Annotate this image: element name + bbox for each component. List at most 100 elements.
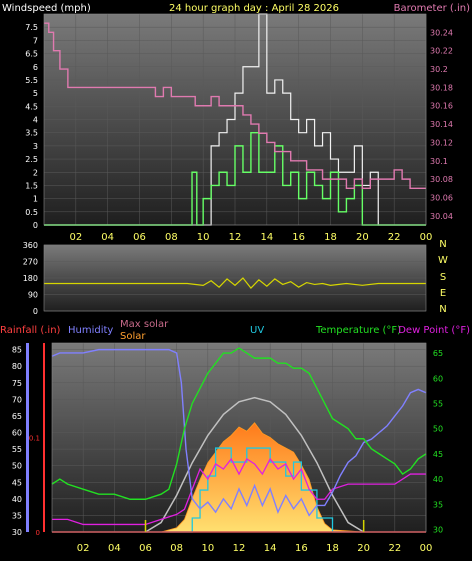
wind-direction-line [44, 277, 426, 289]
barometer-tick-label: 30.22 [430, 47, 453, 56]
wind-plot-axes: 0 0.5 1 1.5 2 2.5 3 3.5 4 4.5 5 5.5 6 6.5 7 7.5 30.04 30.… [25, 13, 453, 243]
humidity-tick-label: 30 [12, 528, 22, 537]
hour-tick-label: 16 [295, 543, 308, 554]
wind-tick-label: 2.5 [25, 155, 38, 164]
humidity-tick-label: 65 [12, 412, 22, 421]
hour-tick-label: 22 [388, 543, 401, 554]
wind-tick-label: 7 [33, 36, 38, 45]
hour-tick-label: 20 [356, 232, 369, 243]
rain-tick-label: 0.1 [29, 435, 40, 443]
wind-tick-label: 2 [33, 168, 38, 177]
hour-tick-label: 04 [108, 543, 121, 554]
temperature-axis-label: Temperature (°F) [315, 325, 401, 336]
hour-tick-label: 06 [139, 543, 152, 554]
humidity-tick-label: 60 [12, 429, 22, 438]
direction-tick-label: 180 [23, 274, 38, 283]
hour-tick-label: 14 [260, 232, 273, 243]
wind-tick-label: 6.5 [25, 50, 38, 59]
temperature-tick-label: 35 [433, 500, 443, 509]
wind-tick-label: 0 [33, 221, 38, 230]
humidity-tick-label: 35 [12, 511, 22, 520]
temperature-tick-label: 65 [433, 349, 443, 358]
humidity-plot-frame [51, 342, 427, 533]
humidity-tick-label: 80 [12, 362, 22, 371]
humidity-line [51, 348, 427, 517]
hour-tick-label: 12 [229, 232, 242, 243]
humidity-tick-label: 50 [12, 462, 22, 471]
hour-tick-label: 00 [420, 232, 433, 243]
hour-tick-label: 18 [326, 543, 339, 554]
compass-label: N [439, 239, 446, 250]
wind-tick-label: 4 [33, 116, 38, 125]
barometer-axis-label: Barometer (.in) [394, 3, 470, 14]
wind-tick-label: 7.5 [25, 23, 38, 32]
barometer-tick-label: 30.16 [430, 102, 453, 111]
uv-line [52, 447, 426, 533]
wind-tick-label: 1 [33, 195, 38, 204]
humidity-tick-label: 85 [12, 346, 22, 355]
dewpoint-axis-label: Dew Point (°F) [398, 325, 470, 336]
wind-tick-label: 1.5 [25, 181, 38, 190]
wind-gust-line [44, 13, 426, 226]
temperature-tick-label: 60 [433, 374, 443, 383]
wind-axis-label: Windspeed (mph) [2, 3, 91, 14]
direction-tick-label: 90 [28, 291, 38, 300]
barometer-tick-label: 30.18 [430, 83, 453, 92]
solar-label: Solar [120, 331, 146, 342]
max-solar-label: Max solar [120, 319, 169, 330]
humidity-tick-label: 45 [12, 478, 22, 487]
temperature-tick-label: 55 [433, 399, 443, 408]
hour-tick-label: 00 [420, 543, 433, 554]
compass-label: N [439, 304, 446, 315]
max-solar-curve [145, 396, 365, 533]
barometer-tick-label: 30.2 [430, 65, 448, 74]
humidity-tick-label: 70 [12, 395, 22, 404]
wind-average-line [44, 131, 426, 226]
barometer-tick-label: 30.06 [430, 193, 453, 202]
barometer-tick-label: 30.08 [430, 175, 453, 184]
barometer-tick-label: 30.04 [430, 212, 453, 221]
hour-tick-label: 08 [165, 232, 178, 243]
humidity-tick-label: 75 [12, 379, 22, 388]
rainfall-axis-bar [43, 343, 45, 532]
wind-tick-label: 3 [33, 142, 38, 151]
hour-tick-label: 02 [77, 543, 90, 554]
humidity-tick-label: 55 [12, 445, 22, 454]
wind-tick-label: 5 [33, 89, 38, 98]
temperature-line [51, 347, 427, 500]
hour-tick-label: 22 [388, 232, 401, 243]
wind-tick-label: 6 [33, 63, 38, 72]
compass-label: E [440, 288, 446, 299]
direction-plot-frame [43, 244, 427, 312]
humidity-axis-label: Humidity [68, 325, 113, 336]
wind-tick-label: 3.5 [25, 129, 38, 138]
direction-plot-series [44, 277, 426, 289]
temperature-tick-label: 45 [433, 450, 443, 459]
wind-plot-frame [43, 13, 427, 226]
direction-tick-label: 0 [33, 307, 38, 316]
wind-plot-series [44, 13, 426, 226]
compass-label: W [438, 255, 448, 266]
solar-area [160, 422, 364, 533]
barometer-tick-label: 30.12 [430, 138, 453, 147]
temperature-tick-label: 30 [433, 525, 443, 534]
barometer-tick-label: 30.1 [430, 157, 448, 166]
hour-tick-label: 12 [233, 543, 246, 554]
barometer-tick-label: 30.14 [430, 120, 453, 129]
wind-tick-label: 5.5 [25, 76, 38, 85]
hour-tick-label: 02 [69, 232, 82, 243]
hour-tick-label: 16 [292, 232, 305, 243]
barometer-line [44, 22, 426, 190]
barometer-tick-label: 30.24 [430, 28, 453, 37]
hour-tick-label: 14 [264, 543, 277, 554]
direction-tick-label: 360 [23, 241, 38, 250]
humidity-axis-bar [26, 343, 29, 532]
rainfall-axis-label: Rainfall (.in) [0, 325, 61, 336]
temperature-tick-label: 50 [433, 425, 443, 434]
hour-tick-label: 10 [201, 543, 214, 554]
rain-tick-label: 0 [36, 529, 40, 537]
hour-tick-label: 10 [197, 232, 210, 243]
uv-label: UV [250, 325, 264, 336]
humidity-plot-axes: 30 35 40 45 50 55 60 65 70 75 80 85 30 35 40 45 50 55 60 65… [12, 342, 443, 554]
